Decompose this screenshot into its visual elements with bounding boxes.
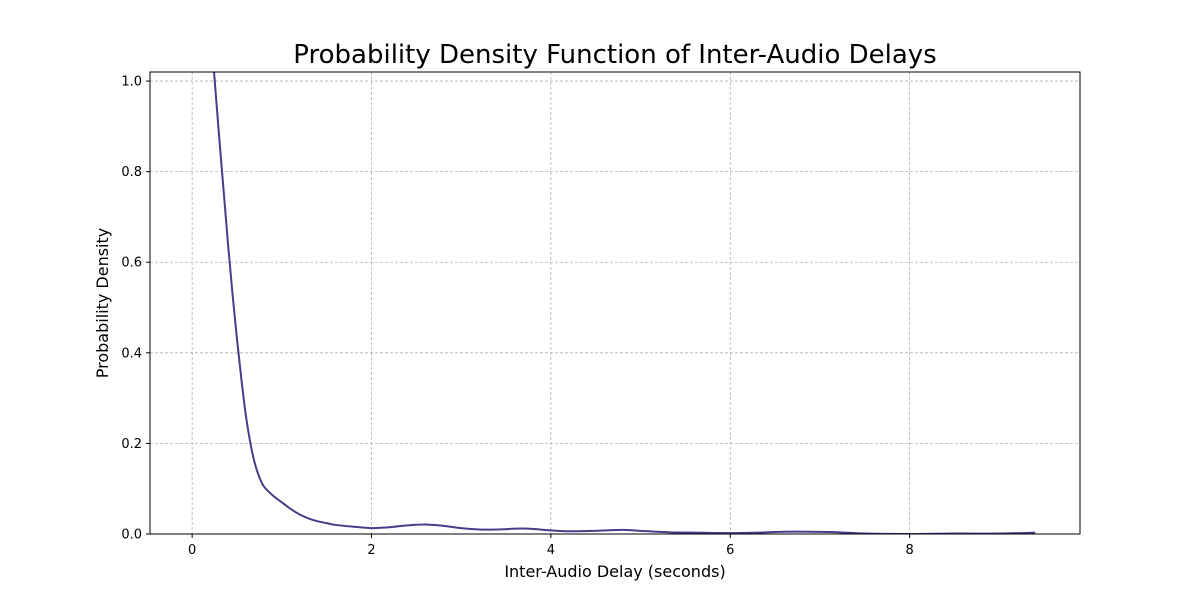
x-axis-label: Inter-Audio Delay (seconds) <box>504 562 725 581</box>
x-tick-label: 4 <box>547 543 555 558</box>
y-tick-label: 0.4 <box>121 346 142 361</box>
x-tick-label: 0 <box>188 543 196 558</box>
x-tick-label: 8 <box>905 543 913 558</box>
y-tick-label: 1.0 <box>121 75 142 90</box>
y-tick-label: 0.8 <box>121 165 142 180</box>
grid <box>150 72 1080 535</box>
chart-title: Probability Density Function of Inter-Au… <box>293 40 936 70</box>
ticks: 0 2 4 6 8 0.0 0.2 0.4 0.6 0.8 1.0 <box>121 75 913 558</box>
plot-frame <box>149 71 1081 535</box>
density-curve <box>213 72 1036 534</box>
x-tick-label: 2 <box>367 543 375 558</box>
x-tick-label: 6 <box>726 543 734 558</box>
y-tick-label: 0.2 <box>121 437 142 452</box>
y-tick-label: 0.0 <box>121 528 142 543</box>
series-layer <box>213 72 1036 534</box>
y-axis-label: Probability Density <box>93 228 112 379</box>
y-tick-label: 0.6 <box>121 256 142 271</box>
